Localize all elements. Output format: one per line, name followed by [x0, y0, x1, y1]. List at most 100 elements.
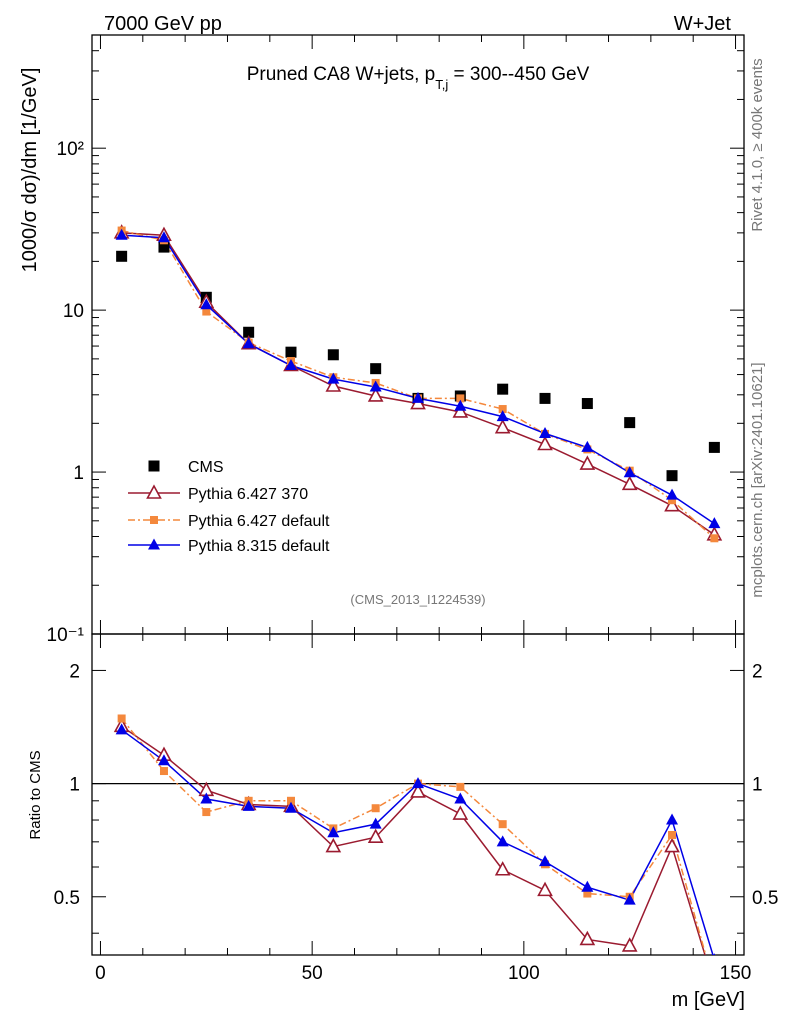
- data-point: [367, 387, 384, 402]
- ratio-point: [367, 828, 384, 844]
- ratio-point: [410, 783, 426, 798]
- legend-label: Pythia 8.315 default: [188, 538, 330, 555]
- data-point: [579, 455, 596, 470]
- data-point: [664, 497, 680, 512]
- ratio-point: [621, 937, 638, 952]
- mcplots-label: mcplots.cern.ch [arXiv:2401.10621]: [749, 362, 766, 597]
- ratio-point: [666, 813, 679, 825]
- data-point: [325, 377, 342, 392]
- ratio-point: [713, 953, 716, 955]
- data-point: [370, 363, 382, 375]
- ratio-point: [456, 782, 465, 791]
- data-point: [624, 417, 636, 429]
- ratio-point: [286, 796, 295, 805]
- data-point: [242, 337, 255, 349]
- ratio-point: [157, 754, 170, 766]
- ratio-point: [115, 723, 128, 735]
- ratio-point: [579, 930, 596, 946]
- data-point: [537, 435, 553, 451]
- data-point: [327, 349, 339, 361]
- data-point: [456, 394, 465, 403]
- ratio-point: [327, 826, 340, 838]
- x-tick-label: 0: [95, 963, 106, 984]
- legend-marker: [150, 516, 158, 524]
- data-point: [202, 307, 211, 316]
- data-point: [539, 392, 551, 404]
- ratio-point: [369, 817, 382, 829]
- x-axis-label: m [GeV]: [672, 989, 745, 1011]
- chart-title: Pruned CA8 W+jets, pT,j = 300--450 GeV: [247, 64, 590, 92]
- ratio-tick-label-right: 1: [752, 775, 763, 796]
- ratio-point: [242, 799, 255, 811]
- ratio-point: [325, 837, 342, 853]
- data-point: [115, 228, 128, 240]
- data-point: [412, 391, 424, 403]
- data-point: [497, 383, 509, 395]
- data-point: [496, 410, 509, 422]
- data-point: [158, 241, 170, 253]
- data-point: [666, 488, 679, 500]
- header-left: 7000 GeV pp: [104, 13, 222, 35]
- ratio-tick-label-right: 0.5: [752, 888, 778, 909]
- ratio-point: [454, 792, 467, 804]
- data-point: [581, 440, 594, 452]
- ratio-point: [498, 820, 507, 829]
- data-point: [666, 470, 678, 482]
- ratio-point: [202, 808, 211, 817]
- rivet-label: Rivet 4.1.0, ≥ 400k events: [749, 58, 766, 231]
- data-point: [498, 405, 507, 414]
- legend-label: CMS: [188, 459, 224, 476]
- data-point: [710, 534, 719, 543]
- data-point: [454, 399, 467, 411]
- data-point: [116, 250, 128, 262]
- main-panel-series: [113, 224, 723, 543]
- analysis-watermark: (CMS_2013_I1224539): [350, 592, 485, 607]
- data-point: [452, 403, 469, 418]
- data-point: [581, 398, 593, 410]
- ratio-point: [371, 804, 380, 813]
- ratio-point: [496, 835, 509, 847]
- y-tick-label: 10²: [57, 139, 84, 160]
- data-point: [708, 517, 721, 529]
- ratio-point: [537, 881, 553, 897]
- data-point: [369, 380, 382, 392]
- x-tick-label: 150: [720, 963, 752, 984]
- y-axis-label: 1000/σ dσ)/dm [1/GeV]: [19, 68, 41, 273]
- ratio-panel-series: [113, 714, 716, 955]
- data-point: [668, 496, 677, 505]
- ratio-point: [581, 880, 594, 892]
- ratio-point: [668, 830, 677, 839]
- ratio-tick-label-right: 2: [752, 661, 763, 682]
- ratio-panel-frame: [91, 633, 745, 956]
- y-tick-label: 10⁻¹: [47, 625, 85, 646]
- data-point: [539, 427, 552, 439]
- y-tick-label: 1: [73, 463, 84, 484]
- ratio-y-axis-label: Ratio to CMS: [27, 750, 44, 839]
- plot-layer: 0 50 100 150 10⁻¹ 1 10 10² 0.5 0.5 1 1 2 2 CMS Pythia 6…: [47, 34, 778, 984]
- legend-label: Pythia 6.427 370: [188, 486, 308, 503]
- x-tick-label: 100: [508, 963, 540, 984]
- legend-marker: [146, 484, 162, 499]
- ratio-point: [623, 893, 636, 905]
- ratio-point: [539, 855, 552, 867]
- data-point: [243, 326, 255, 338]
- data-point: [284, 359, 297, 371]
- data-point: [708, 441, 720, 453]
- ratio-point: [664, 837, 680, 853]
- data-point: [200, 298, 213, 310]
- ratio-tick-label: 0.5: [54, 888, 80, 909]
- ratio-point: [412, 777, 424, 789]
- legend: CMS Pythia 6.427 370 Pythia 6.427 default P…: [128, 459, 330, 555]
- ratio-point: [117, 714, 126, 723]
- ratio-point: [583, 889, 592, 898]
- ratio-point: [159, 767, 168, 776]
- data-point: [327, 372, 340, 384]
- ratio-point: [494, 861, 511, 876]
- y-tick-label: 10: [63, 301, 84, 322]
- data-point: [623, 466, 636, 478]
- ratio-point: [200, 792, 213, 804]
- data-point: [494, 418, 511, 434]
- legend-marker: [148, 460, 160, 472]
- data-point: [157, 231, 170, 243]
